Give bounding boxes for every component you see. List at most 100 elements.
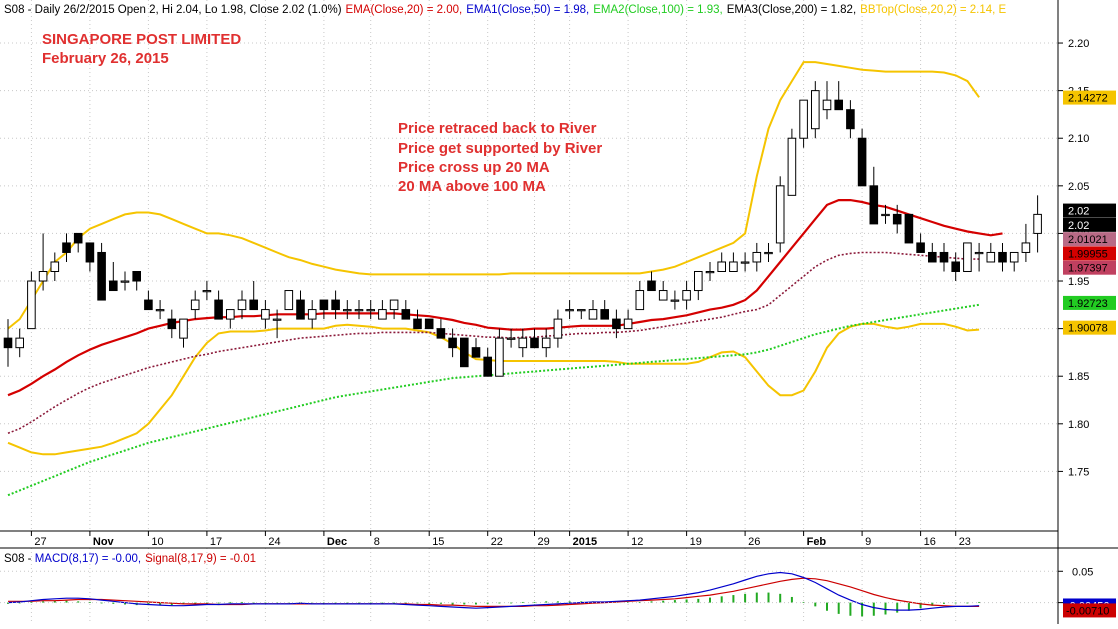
macd-histogram-bar [954,602,957,604]
candle-down [109,280,118,292]
macd-histogram-bar [205,602,208,604]
macd-histogram-bar [463,602,466,605]
macd-histogram-bar [837,602,840,614]
grid [0,0,1058,624]
candle-down [928,251,937,263]
candle-down [424,318,434,330]
macd-histogram-bar [744,593,747,603]
candle-down [319,299,329,311]
macd-histogram-bar [229,601,232,603]
candle-up [366,309,375,312]
candle-down [73,232,83,244]
macd-histogram-bar [849,602,852,616]
chart-date: February 26, 2015 [42,50,169,67]
candle-up [1021,242,1031,253]
candle-up [541,337,551,349]
candles [3,81,1042,377]
bbbot-line [7,322,980,456]
ema50-line [7,251,980,435]
candle-down [834,99,844,111]
candle-up [658,290,668,301]
candle-up [764,251,773,255]
candle-up [775,185,785,244]
candle-up [811,90,820,130]
note-3: Price cross up 20 MA [398,159,550,176]
candle-up [50,261,60,273]
y-tick-label: 2.05 [1068,181,1089,193]
last-value-label: 2.02 [1068,206,1089,218]
macd-histogram-bar [802,601,805,603]
candle-down [167,318,177,330]
candle-down [998,251,1007,263]
candle-up [261,309,270,320]
candle-down [97,251,106,301]
macd-histogram-bar [112,602,115,604]
macd-histogram-bar [521,601,524,603]
candle-up [740,261,750,264]
candle-down [892,213,902,225]
y-tick-label: 1.95 [1068,276,1089,288]
candle-up [1033,213,1042,234]
x-tick-label: 10 [151,536,163,548]
candle-down [249,299,258,311]
macd-histogram-bar [943,602,945,604]
macd-histogram-bar [545,601,548,603]
macd-last-value-box [1063,603,1116,618]
ema20-legend: EMA(Close,20) = 2.00, [346,4,463,16]
macd-histogram-bar [381,602,384,604]
candle-up [565,309,574,312]
candle-up [120,280,130,283]
last-value-label: 1.92723 [1068,298,1108,310]
candle-up [179,318,188,339]
candle-up [202,290,212,293]
macd-histogram-bar [790,596,793,603]
last-value-box [1063,246,1116,261]
x-tick-label: 24 [268,536,280,548]
candle-down [132,271,141,282]
x-tick-label: 8 [374,536,380,548]
macd-histogram-bar [88,601,91,603]
candle-up [623,318,633,330]
signal-legend: Signal(8,17,9) = -0.01 [145,553,256,565]
last-value-box [1063,295,1116,310]
macd-histogram-bar [264,602,267,604]
last-value-label: 2.01021 [1068,234,1108,246]
macd-histogram-bar [334,602,337,604]
ema100-line [7,303,980,497]
candle-up [343,309,352,312]
ema50-legend: EMA1(Close,50) = 1.98, [466,4,589,16]
annotation-notes: Price retraced back to River Price get s… [398,120,602,195]
y-tick-label: 1.85 [1068,371,1089,383]
macd-histogram-bar [814,602,817,607]
macd-histogram-bar [393,602,396,604]
candle-down [413,318,422,330]
macd-histogram-bar [428,602,431,604]
last-value-label: 2.02 [1068,220,1089,232]
y-tick-label: 2.20 [1068,38,1089,50]
macd-histogram-bar [170,602,173,606]
macd-header: S08 - MACD(8,17) = -0.00, Signal(8,17,9) … [4,553,256,565]
candle-up [974,251,984,255]
macd-histogram-bar [147,602,150,606]
x-tick-label: Feb [807,536,827,548]
candle-up [682,290,691,301]
x-tick-label: 19 [690,536,702,548]
macd-histogram-bar [673,600,676,603]
macd-histogram-bar [53,600,56,603]
macd-histogram-bar [697,598,700,603]
macd-histogram-bar [241,601,243,603]
macd-histogram-bar [568,601,571,603]
y-tick-label: 1.75 [1068,466,1089,478]
macd-histogram-bar [826,602,828,611]
last-value-labels: 2.14272 2.02 2.02 2.01021 1.99955 1.97397 1.92… [1063,90,1116,335]
macd-histogram-bar [580,601,583,603]
candle-down [85,242,95,263]
macd-histogram-bar [439,602,442,604]
candle-down [869,185,879,225]
candle-up [635,290,645,311]
macd-histogram-bar [556,601,559,603]
candle-down [62,242,71,253]
candle-up [237,299,247,311]
